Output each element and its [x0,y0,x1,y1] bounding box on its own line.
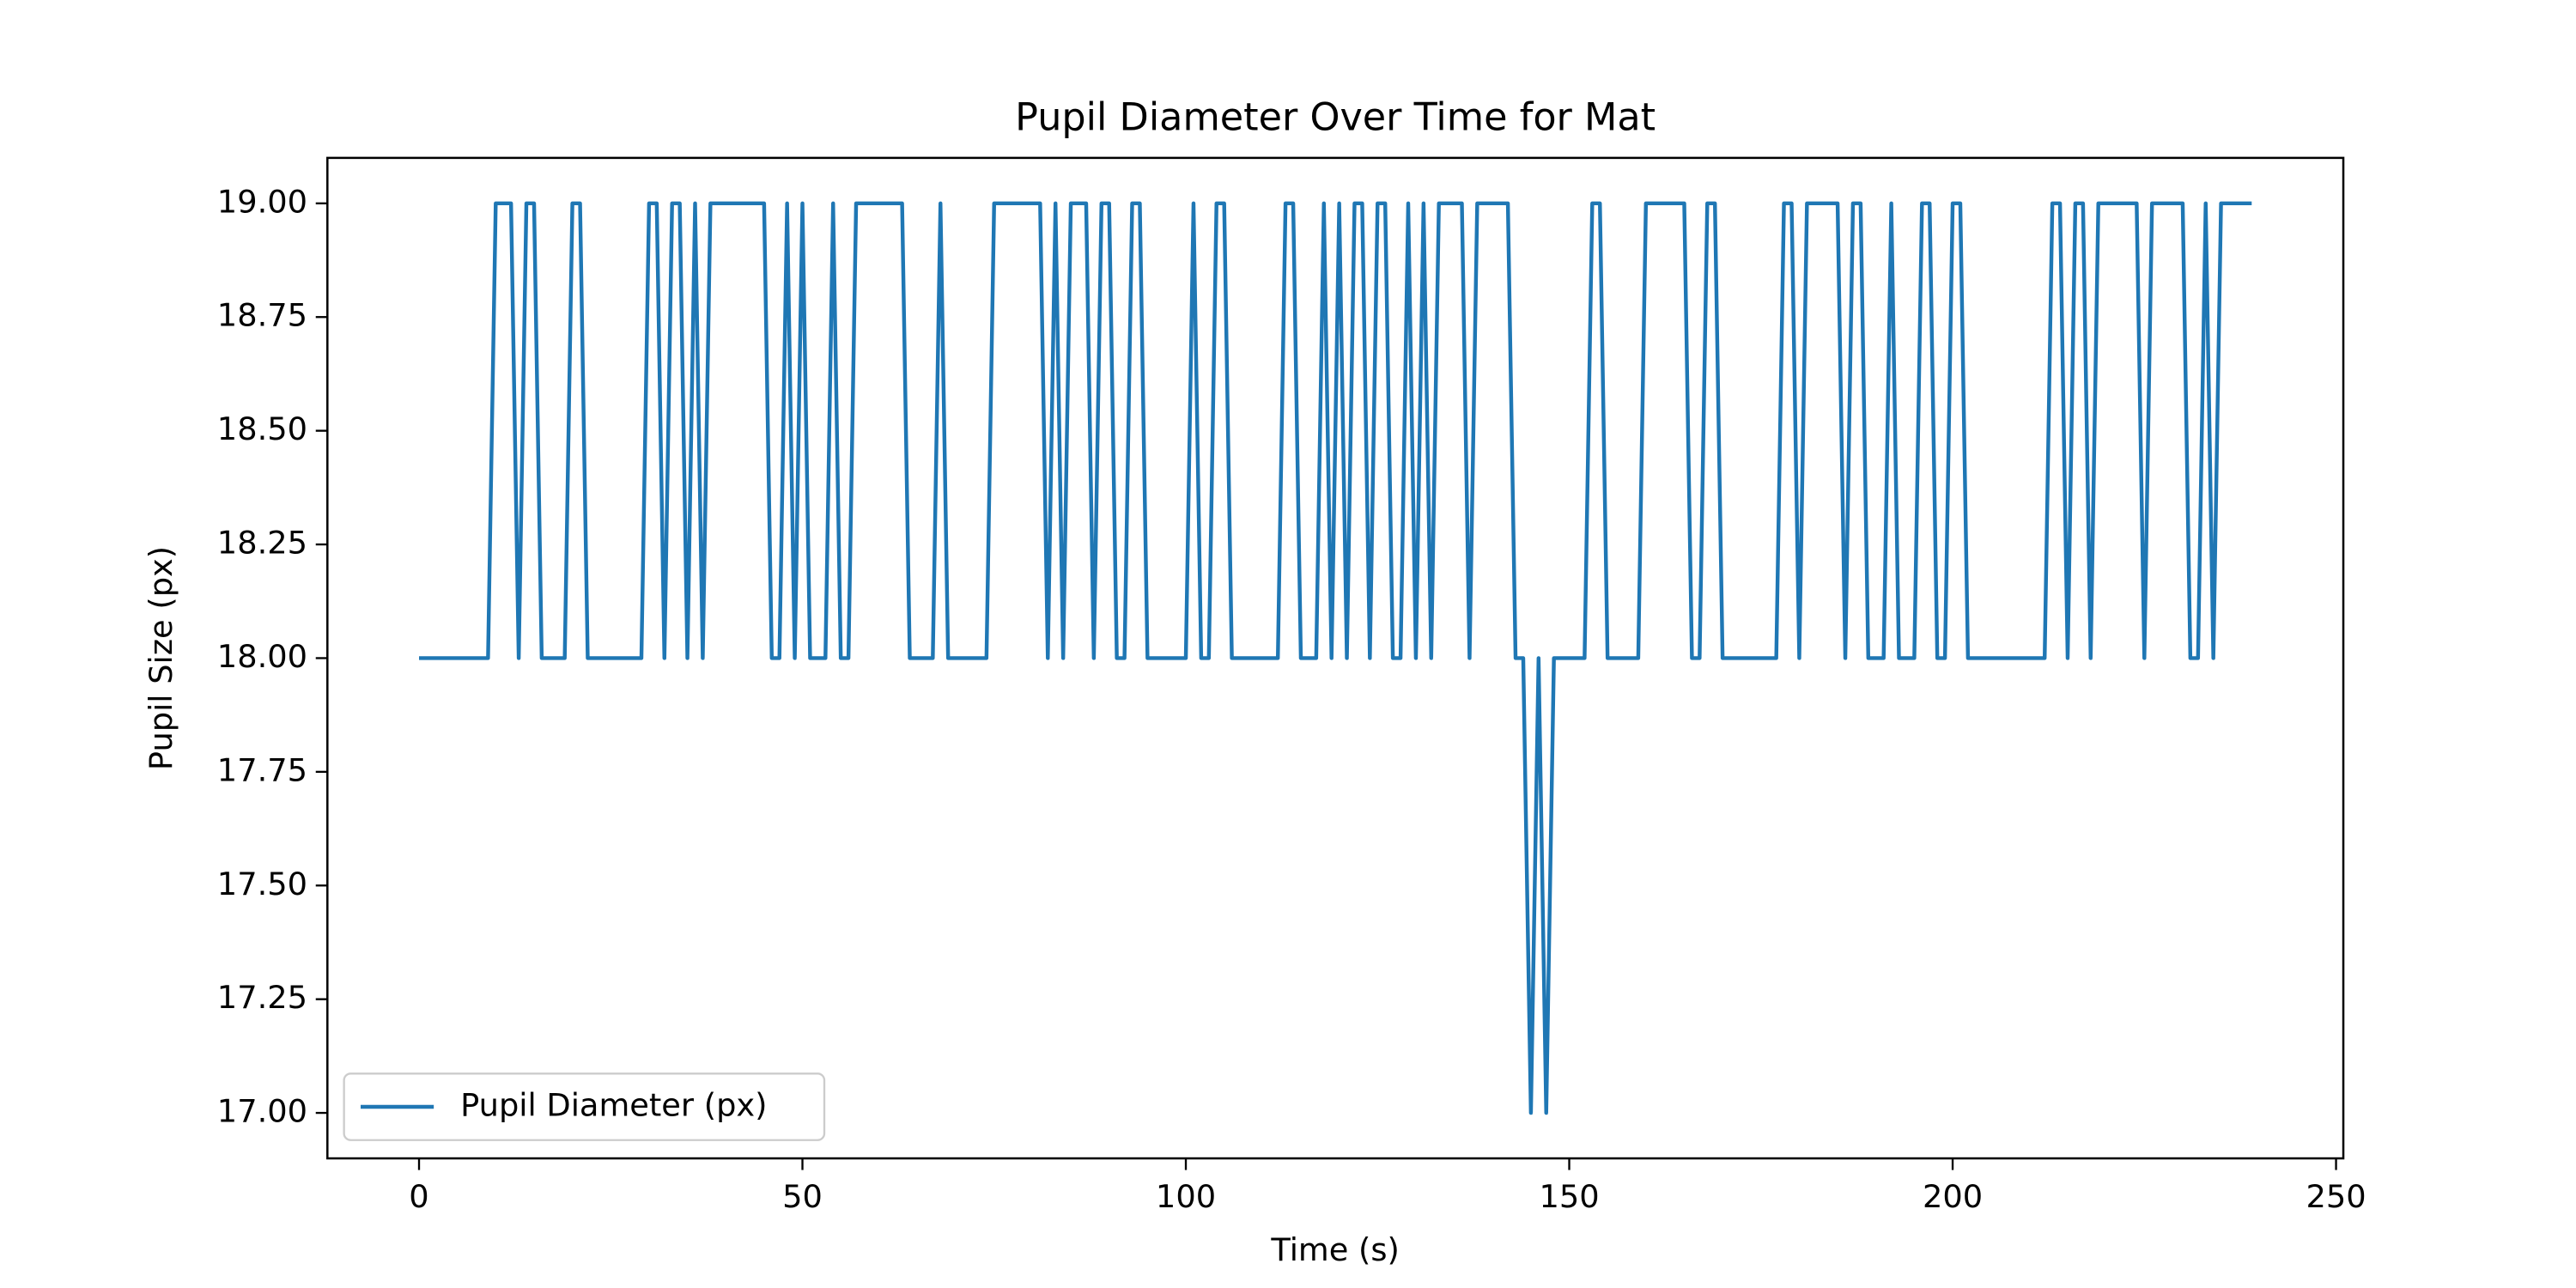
y-tick-label: 17.75 [217,751,307,788]
x-tick-label: 100 [1156,1178,1216,1215]
y-axis-label: Pupil Size (px) [143,546,179,770]
y-tick-label: 17.50 [217,866,307,902]
y-tick-label: 18.75 [217,297,307,334]
x-tick-label: 250 [2306,1178,2366,1215]
legend-box [343,1072,826,1141]
y-tick-label: 18.25 [217,525,307,562]
data-line [419,201,2252,1115]
y-tick-label: 17.25 [217,979,307,1016]
x-tick-label: 200 [1923,1178,1983,1215]
x-tick-label: 50 [782,1178,823,1215]
y-tick-label: 18.00 [217,638,307,675]
legend-label: Pupil Diameter (px) [460,1087,767,1124]
axes-frame [326,156,2345,1160]
x-tick-label: 0 [409,1178,428,1215]
y-tick-label: 18.50 [217,410,307,447]
chart-title: Pupil Diameter Over Time for Mat [1015,95,1656,139]
y-tick-label: 17.00 [217,1093,307,1130]
y-tick-label: 19.00 [217,183,307,220]
x-axis-label: Time (s) [1270,1231,1400,1268]
x-tick-label: 150 [1539,1178,1599,1215]
